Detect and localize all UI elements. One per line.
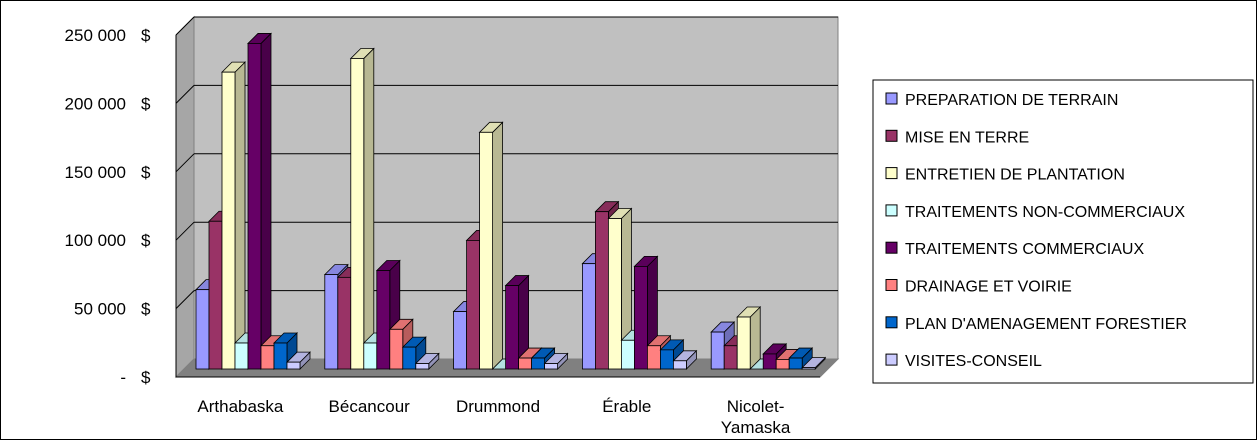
bar [453, 311, 468, 370]
bar [801, 367, 816, 370]
legend-label: ENTRETIEN DE PLANTATION [905, 167, 1125, 184]
y-tick-unit: $ [141, 231, 151, 250]
y-tick-unit: $ [141, 163, 151, 182]
bar-side [260, 32, 272, 370]
legend-swatch [885, 92, 898, 105]
x-tick-label: Nicolet- [727, 397, 785, 416]
legend-label: PREPARATION DE TERRAIN [905, 92, 1118, 109]
legend-swatch [885, 204, 898, 217]
legend-swatch [885, 241, 898, 254]
bar [350, 58, 365, 370]
bar [736, 316, 751, 370]
bar [762, 353, 777, 370]
y-tick-label: 150 000 [65, 163, 126, 182]
bar [788, 357, 803, 370]
bar [582, 263, 596, 370]
y-tick-unit: $ [141, 26, 151, 45]
bar-side [492, 121, 504, 370]
bar [466, 240, 481, 370]
legend-box [872, 79, 1254, 384]
legend-label: MISE EN TERRE [905, 129, 1029, 146]
bar [608, 218, 622, 370]
bar-side [363, 47, 375, 370]
x-tick-label: Yamaska [721, 418, 791, 437]
bar [647, 345, 661, 370]
x-tick-labels: Arthabaska Bécancour Drummond Érable Nicolet… [197, 397, 791, 437]
bar [221, 71, 236, 370]
bar [337, 276, 352, 370]
y-tick-labels: - $50 000 $100 000 $150 000 $200 000 $250 000… [65, 26, 151, 387]
y-tick-unit: $ [141, 368, 151, 387]
x-tick-label: Arthabaska [197, 397, 284, 416]
bar [402, 346, 417, 370]
bar [634, 265, 648, 370]
legend-swatch [885, 167, 898, 180]
gridlines [175, 16, 838, 309]
bar [479, 131, 494, 370]
bar [389, 328, 404, 370]
gridline [175, 85, 195, 104]
bar [415, 363, 430, 370]
legend-label: TRAITEMENTS NON-COMMERCIAUX [905, 204, 1185, 221]
side-wall [175, 15, 195, 379]
legend-swatch [885, 129, 898, 142]
y-tick-label: 100 000 [65, 231, 126, 250]
bar [208, 220, 223, 370]
bar-side [234, 61, 246, 370]
bar [531, 357, 545, 370]
bar [595, 211, 609, 370]
bar [260, 345, 275, 370]
bar [544, 363, 558, 370]
bar [723, 345, 738, 370]
bar [673, 360, 687, 370]
bar [234, 342, 249, 370]
bar [775, 359, 790, 370]
bar [363, 342, 378, 370]
bar [286, 361, 301, 370]
bar [247, 43, 262, 370]
bar [660, 349, 674, 370]
x-tick-label: Drummond [456, 397, 540, 416]
bar [505, 285, 520, 370]
gridline [175, 153, 195, 173]
gridline [175, 290, 195, 309]
legend-swatch [885, 279, 898, 291]
y-tick-unit: $ [141, 300, 151, 319]
legend-label: TRAITEMENTS COMMERCIAUX [905, 241, 1144, 258]
legend-label: DRAINAGE ET VOIRIE [905, 279, 1072, 296]
y-tick-unit: $ [141, 94, 151, 113]
bar [621, 339, 635, 370]
bar [195, 289, 210, 370]
x-tick-label: Bécancour [329, 397, 411, 416]
y-tick-label: - [120, 368, 126, 387]
bar [710, 331, 725, 370]
x-tick-label: Érable [602, 397, 651, 416]
bar [518, 357, 532, 370]
legend-label: VISITES-CONSEIL [905, 353, 1042, 370]
bar [273, 342, 288, 370]
y-tick-label: 50 000 [74, 300, 126, 319]
y-tick-label: 200 000 [65, 94, 126, 113]
gridline [175, 221, 195, 241]
bar [376, 270, 391, 370]
y-tick-label: 250 000 [65, 26, 126, 45]
gridline [175, 16, 195, 36]
legend-swatch [885, 316, 898, 329]
legend-label: PLAN D'AMENAGEMENT FORESTIER [905, 316, 1187, 333]
bars [195, 32, 827, 370]
legend-swatch [885, 353, 898, 366]
axes [175, 35, 820, 378]
bar [324, 274, 339, 370]
legend: PREPARATION DE TERRAIN MISE EN TERRE ENTRE… [872, 79, 1254, 384]
bar-side [749, 306, 761, 370]
